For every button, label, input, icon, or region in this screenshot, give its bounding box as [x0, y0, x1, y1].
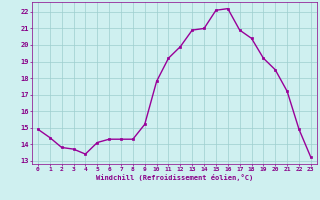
X-axis label: Windchill (Refroidissement éolien,°C): Windchill (Refroidissement éolien,°C)	[96, 174, 253, 181]
